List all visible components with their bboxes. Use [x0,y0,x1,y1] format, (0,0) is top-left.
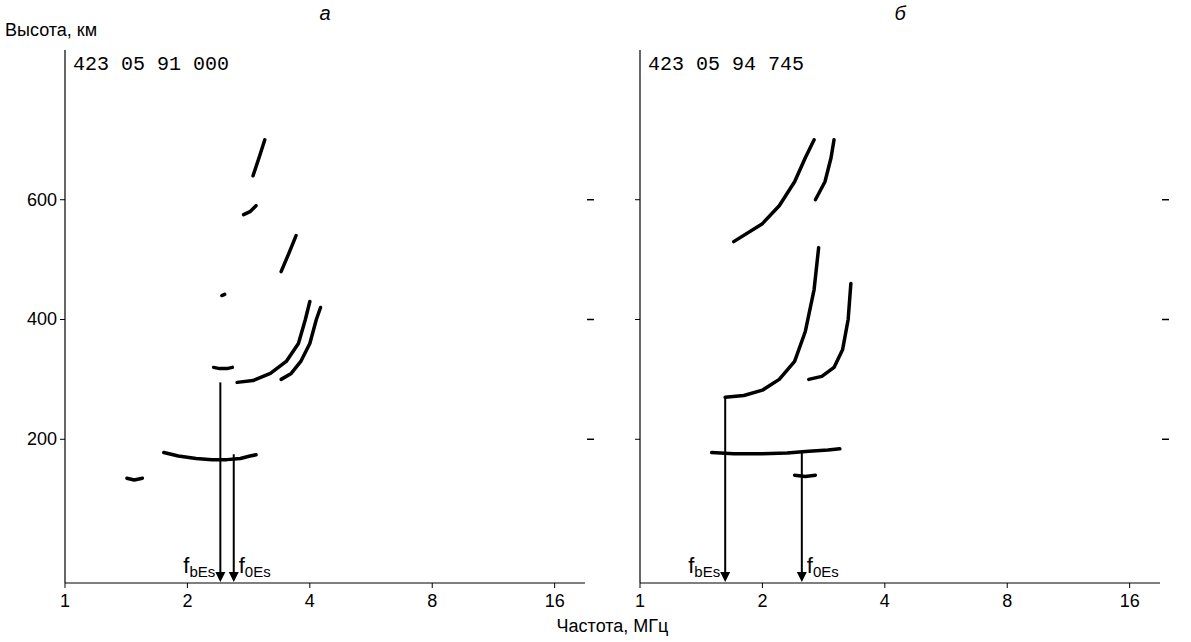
x-tick-label: 16 [545,591,565,611]
y-tick [635,199,640,200]
arrow-head [215,572,225,582]
y-tick [635,319,640,320]
ionogram-header: 423 05 94 745 [648,53,804,76]
panel: а 423 05 91 000 1 2 4 8 16 200 400 600 fbEs f0Es [27,2,594,611]
annotation-subscript: 0Es [245,563,271,580]
echo-trace [795,475,816,476]
x-axis-line [640,582,1160,583]
annotation-arrow [219,382,221,574]
echo-trace [281,308,320,380]
panel-letter: а [319,2,330,24]
y-axis-line [64,50,65,583]
x-tick [1007,583,1008,588]
y-tick [60,319,65,320]
annotation-subscript: bEs [189,563,215,580]
x-tick-label: 16 [1120,591,1140,611]
x-tick-label: 4 [880,591,890,611]
y-tick-right [1162,199,1169,201]
echo-trace [712,449,840,454]
echo-trace [281,236,296,272]
y-tick-label: 600 [27,190,57,210]
echo-trace [815,140,834,200]
echo-trace [244,206,256,215]
arrow-head [797,572,807,582]
echo-trace [164,452,256,459]
traces [127,140,321,480]
echo-trace [809,284,851,380]
x-tick [1129,583,1130,588]
y-tick-right [587,439,594,441]
annotation-arrow [801,452,803,574]
echo-trace [734,140,814,242]
x-tick [432,583,433,588]
x-tick-label: 1 [60,591,70,611]
echo-trace [725,248,818,398]
ionogram-header: 423 05 91 000 [73,53,229,76]
x-tick-label: 8 [427,591,437,611]
annotation-label: f0Es [807,553,839,580]
y-tick-label: 200 [27,429,57,449]
arrow-head [720,572,730,582]
x-axis-title: Частота, МГц [557,616,669,636]
y-tick [60,199,65,200]
x-tick-label: 2 [757,591,767,611]
echo-trace [222,294,225,295]
x-tick [640,583,641,588]
x-tick [762,583,763,588]
y-tick-right [1162,439,1169,441]
x-tick [187,583,188,588]
figure: Высота, км Частота, МГц а 423 05 91 000 1 2 4 8… [0,0,1191,642]
echo-trace [127,478,142,480]
panel-letter: б [894,2,906,24]
annotation-arrow [724,397,726,574]
x-tick [65,583,66,588]
y-tick [60,439,65,440]
x-tick-label: 1 [635,591,645,611]
annotation-label: fbEs [688,553,720,580]
annotation-subscript: 0Es [813,563,839,580]
arrow-head [229,572,239,582]
y-tick-label: 400 [27,309,57,329]
x-tick-label: 8 [1002,591,1012,611]
y-tick-right [587,319,594,321]
x-axis-line [65,582,585,583]
annotation-label: f0Es [239,553,271,580]
echo-trace [214,367,233,368]
x-tick-label: 2 [182,591,192,611]
echo-trace [253,140,265,176]
y-tick [635,439,640,440]
y-axis-title: Высота, км [5,20,97,40]
annotation-subscript: bEs [694,563,720,580]
y-tick-right [1162,319,1169,321]
x-tick [884,583,885,588]
traces [712,140,851,477]
annotation-arrow [233,454,235,574]
echo-trace [237,302,310,383]
y-tick-right [587,199,594,201]
annotation-label: fbEs [183,553,215,580]
x-tick-label: 4 [305,591,315,611]
panel: б 423 05 94 745 1 2 4 8 16 fbEs f0Es [635,2,1169,611]
x-tick [554,583,555,588]
y-axis-line [639,50,640,583]
x-tick [309,583,310,588]
